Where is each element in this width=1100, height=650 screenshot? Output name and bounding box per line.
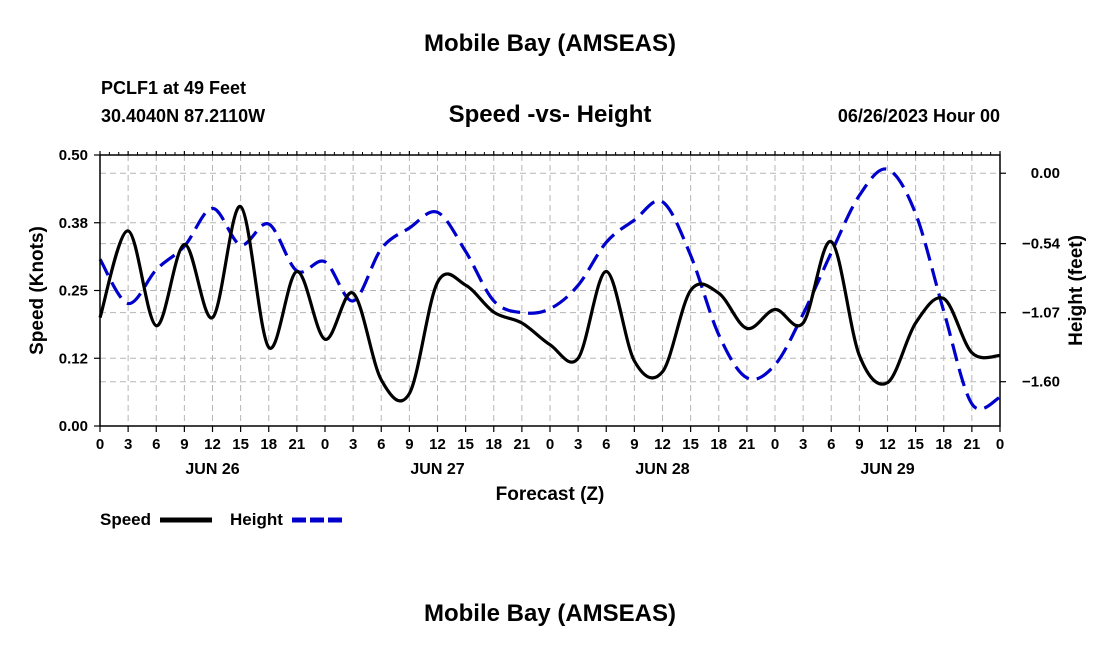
y-tick-label: 0.00: [59, 418, 88, 435]
x-tick-label: 3: [349, 436, 357, 453]
station-name: PCLF1 at 49 Feet: [101, 78, 247, 98]
main-title: Mobile Bay (AMSEAS): [423, 30, 677, 57]
y-axis-label: Speed (Knots): [27, 226, 48, 355]
x-tick-label: 18: [260, 436, 277, 453]
day-label: JUN 29: [860, 461, 914, 478]
x-tick-label: 0: [96, 436, 104, 453]
y-tick-label: 0.12: [59, 350, 88, 367]
axes: 0 3 6 9 12 15 18 21 0 3 6 9 12 15 18 21 0 3 6 9 12 15 18 21 0 3 6 9…: [59, 147, 1061, 478]
y-tick-label: 0.25: [59, 283, 88, 300]
x-tick-label: 15: [457, 436, 474, 453]
x-tick-label: 9: [855, 436, 863, 453]
x-tick-label: 12: [204, 436, 221, 453]
x-tick-label: 9: [405, 436, 413, 453]
x-tick-label: 15: [907, 436, 924, 453]
x-tick-label: 3: [799, 436, 807, 453]
x-tick-label: 6: [602, 436, 610, 453]
x-tick-label: 21: [514, 436, 531, 453]
y2-tick-label: −0.54: [1022, 236, 1061, 253]
x-tick-label: 12: [879, 436, 896, 453]
y2-tick-label: −1.07: [1022, 305, 1060, 322]
y2-axis-label: Height (feet): [1066, 235, 1087, 346]
chart-title: Speed -vs- Height: [448, 101, 652, 128]
x-tick-label: 0: [321, 436, 329, 453]
legend-label: Height: [230, 510, 283, 529]
day-label: JUN 27: [410, 461, 464, 478]
x-tick-label: 12: [654, 436, 671, 453]
legend: Speed Height: [100, 510, 343, 529]
legend-label: Speed: [100, 510, 151, 529]
day-label: JUN 26: [185, 461, 239, 478]
x-tick-label: 6: [827, 436, 835, 453]
x-tick-label: 21: [739, 436, 756, 453]
y2-tick-label: −1.60: [1022, 374, 1060, 391]
series-layer: [98, 167, 1001, 411]
day-label: JUN 28: [635, 461, 689, 478]
y-tick-label: 0.38: [59, 215, 88, 232]
x-tick-label: 9: [180, 436, 188, 453]
x-tick-label: 0: [546, 436, 554, 453]
y2-tick-label: 0.00: [1031, 165, 1060, 182]
x-tick-label: 15: [682, 436, 699, 453]
x-tick-label: 9: [630, 436, 638, 453]
x-tick-label: 0: [996, 436, 1004, 453]
grid: [100, 155, 1000, 426]
x-tick-label: 15: [232, 436, 249, 453]
station-coordinates: 30.4040N 87.2110W: [101, 106, 266, 126]
x-tick-label: 18: [710, 436, 727, 453]
y-tick-label: 0.50: [59, 147, 88, 164]
x-tick-label: 21: [289, 436, 306, 453]
x-tick-label: 3: [574, 436, 582, 453]
x-tick-label: 18: [935, 436, 952, 453]
x-tick-label: 12: [429, 436, 446, 453]
forecast-date: 06/26/2023 Hour 00: [837, 106, 1000, 126]
x-tick-label: 21: [964, 436, 981, 453]
x-tick-label: 6: [377, 436, 385, 453]
x-axis-label: Forecast (Z): [496, 484, 605, 505]
footer-title: Mobile Bay (AMSEAS): [423, 600, 677, 627]
x-tick-label: 6: [152, 436, 160, 453]
x-tick-label: 0: [771, 436, 779, 453]
x-tick-label: 3: [124, 436, 132, 453]
x-tick-label: 18: [485, 436, 502, 453]
series-line-height: [98, 167, 1001, 411]
series-line-speed: [98, 204, 1001, 403]
